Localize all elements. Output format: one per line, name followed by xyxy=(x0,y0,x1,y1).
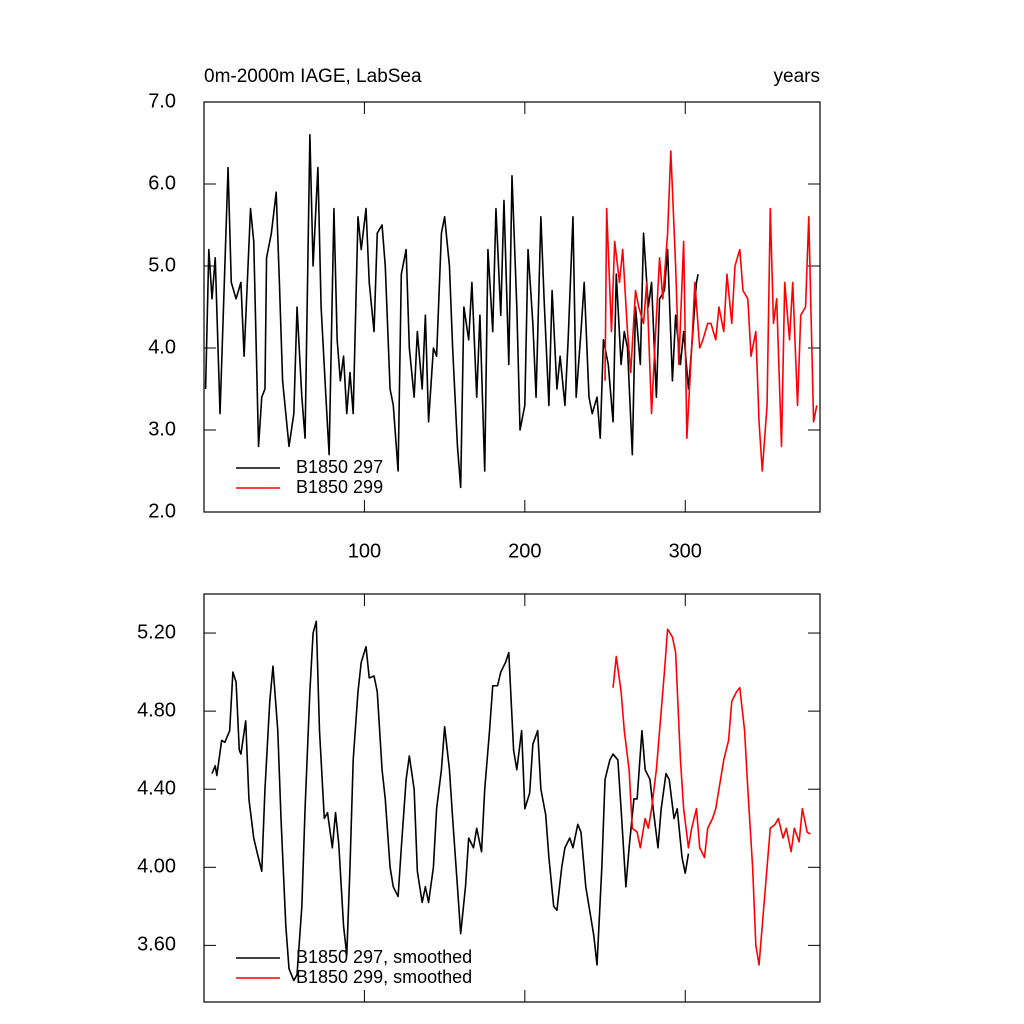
data-line xyxy=(211,620,690,982)
y-tick-label: 3.0 xyxy=(148,418,176,440)
legend-label: B1850 299, smoothed xyxy=(296,967,472,987)
data-line xyxy=(612,628,811,966)
data-line xyxy=(604,150,818,472)
y-tick-label: 4.00 xyxy=(137,856,176,878)
y-tick-label: 7.0 xyxy=(148,90,176,112)
y-tick-label: 3.60 xyxy=(137,934,176,956)
x-tick-label: 100 xyxy=(348,540,381,562)
x-tick-label: 300 xyxy=(669,540,702,562)
x-tick-label: 200 xyxy=(508,540,541,562)
legend-label: B1850 297 xyxy=(296,457,383,477)
chart-title: 0m-2000m IAGE, LabSea xyxy=(204,66,422,87)
plot-frame xyxy=(203,101,821,513)
y-tick-label: 2.0 xyxy=(148,500,176,522)
data-line xyxy=(204,134,699,489)
legend-label: B1850 299 xyxy=(296,477,383,497)
y-tick-label: 4.40 xyxy=(137,777,176,799)
chart-subtitle: years xyxy=(774,66,820,87)
legend-label: B1850 297, smoothed xyxy=(296,947,472,967)
y-tick-label: 5.0 xyxy=(148,254,176,276)
y-tick-label: 6.0 xyxy=(148,172,176,194)
y-tick-label: 4.0 xyxy=(148,336,176,358)
y-tick-label: 4.80 xyxy=(137,699,176,721)
y-tick-label: 5.20 xyxy=(137,621,176,643)
plot-frame xyxy=(203,593,821,1003)
